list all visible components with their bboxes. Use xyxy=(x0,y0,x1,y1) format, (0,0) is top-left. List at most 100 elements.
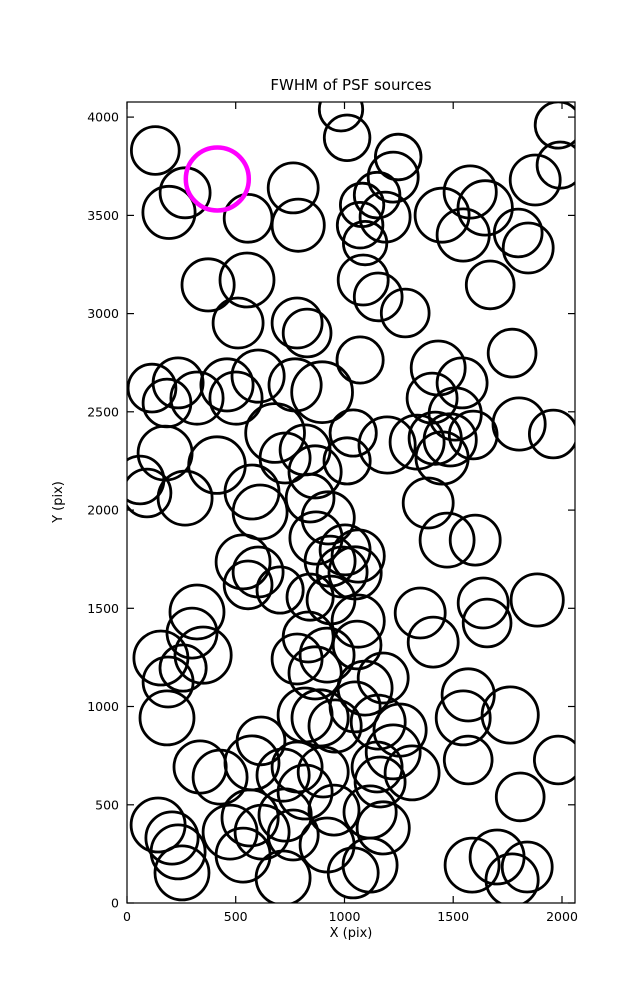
psf-source-circle xyxy=(138,689,196,747)
psf-source-circle xyxy=(406,615,460,669)
psf-source-circle xyxy=(298,816,356,874)
psf-source-circle xyxy=(341,836,399,894)
psf-source-circle xyxy=(364,723,422,781)
x-tick-label: 500 xyxy=(224,909,248,924)
psf-source-circle xyxy=(322,113,372,162)
psf-source-circle xyxy=(296,745,350,799)
psf-source-circle xyxy=(199,357,255,413)
psf-source-circle xyxy=(270,632,324,686)
psf-source-circle xyxy=(172,739,228,795)
psf-source-circle xyxy=(480,685,540,745)
psf-source-circle xyxy=(528,408,575,460)
y-axis-label: Y (pix) xyxy=(51,481,66,524)
psf-source-circle xyxy=(141,184,197,240)
psf-source-circle xyxy=(341,220,389,267)
y-tick-label: 3000 xyxy=(87,306,119,321)
psf-source-circle xyxy=(366,150,420,204)
psf-source-circle xyxy=(218,251,276,309)
psf-source-circle xyxy=(208,370,264,426)
psf-source-circle xyxy=(342,784,398,840)
psf-source-circle xyxy=(336,253,390,307)
psf-source-circle xyxy=(298,626,356,684)
psf-source-circle xyxy=(464,259,516,311)
psf-source-circle xyxy=(508,153,562,207)
psf-source-circle xyxy=(315,545,369,599)
psf-source-circle xyxy=(300,490,356,546)
psf-source-circle xyxy=(383,744,441,802)
psf-source-circle xyxy=(401,476,455,530)
psf-source-circle xyxy=(191,748,249,806)
psf-source-circle xyxy=(144,810,200,866)
plot-frame xyxy=(126,101,576,904)
psf-source-circle xyxy=(307,698,363,754)
y-tick-label: 2000 xyxy=(87,503,119,518)
x-tick-label: 1000 xyxy=(329,909,361,924)
psf-source-circle xyxy=(461,597,513,649)
psf-source-circle xyxy=(486,327,538,379)
psf-source-circle xyxy=(456,576,510,630)
psf-source-circle xyxy=(168,583,226,641)
psf-source-circle xyxy=(180,257,236,313)
psf-source-circle xyxy=(235,715,287,767)
psf-source-circle xyxy=(353,755,407,809)
y-tick-label: 4000 xyxy=(87,110,119,125)
psf-source-circle xyxy=(231,483,289,541)
psf-source-circle xyxy=(492,207,544,259)
x-tick-label: 1500 xyxy=(437,909,469,924)
psf-source-circle xyxy=(491,396,547,452)
psf-source-circle xyxy=(132,629,190,687)
psf-source-circle xyxy=(127,362,178,414)
psf-source-circle xyxy=(220,788,280,848)
psf-source-circle xyxy=(338,181,386,228)
psf-source-circle xyxy=(266,808,320,862)
x-axis-label: X (pix) xyxy=(330,926,373,941)
psf-source-circle xyxy=(127,467,173,519)
psf-source-circle xyxy=(255,565,305,615)
psf-source-circle xyxy=(358,190,412,244)
psf-source-circle xyxy=(211,296,265,350)
psf-source-circle xyxy=(169,370,225,426)
psf-source-circle xyxy=(276,763,334,821)
psf-source-circle xyxy=(355,800,411,856)
y-tick-label: 0 xyxy=(111,896,119,911)
psf-source-circle xyxy=(442,734,494,786)
psf-source-circle xyxy=(533,102,575,150)
psf-source-circle xyxy=(254,849,312,903)
psf-source-circle xyxy=(257,787,313,843)
psf-source-circle xyxy=(305,574,357,626)
psf-source-circle xyxy=(158,166,212,220)
psf-source-circle xyxy=(322,436,372,486)
psf-source-circle xyxy=(484,852,540,903)
x-tick-label: 2000 xyxy=(546,909,578,924)
data-points-layer xyxy=(127,102,575,903)
psf-source-circle xyxy=(173,625,233,685)
y-tick-label: 1000 xyxy=(87,699,119,714)
psf-source-circle xyxy=(443,836,501,894)
psf-source-circle xyxy=(328,408,378,458)
psf-source-circle xyxy=(418,511,476,569)
y-tick-label: 3500 xyxy=(87,208,119,223)
psf-source-circle xyxy=(285,572,335,622)
psf-source-circle xyxy=(230,348,286,404)
psf-source-circle xyxy=(244,402,306,464)
psf-source-circle xyxy=(330,528,386,584)
psf-source-circle xyxy=(407,410,463,466)
psf-source-circle xyxy=(149,823,207,881)
psf-source-circle xyxy=(501,221,555,275)
psf-source-circle xyxy=(270,296,324,350)
psf-source-circle xyxy=(255,747,311,803)
psf-source-circle xyxy=(141,655,195,709)
psf-source-circle xyxy=(440,667,496,723)
psf-source-circle xyxy=(535,140,575,190)
psf-source-circle xyxy=(379,287,431,339)
psf-source-circle xyxy=(448,513,502,567)
psf-source-circle xyxy=(284,472,336,524)
psf-source-circle xyxy=(156,469,214,527)
psf-source-circle xyxy=(335,335,385,385)
axis-ticks-layer: 0 500 1000 1500 2000 0 500 1000 1500 2000 2500 3000… xyxy=(87,102,578,924)
psf-source-circle xyxy=(222,193,274,244)
psf-source-circle xyxy=(153,844,211,902)
psf-source-circle xyxy=(287,444,343,500)
chart-title: FWHM of PSF sources xyxy=(270,76,431,94)
